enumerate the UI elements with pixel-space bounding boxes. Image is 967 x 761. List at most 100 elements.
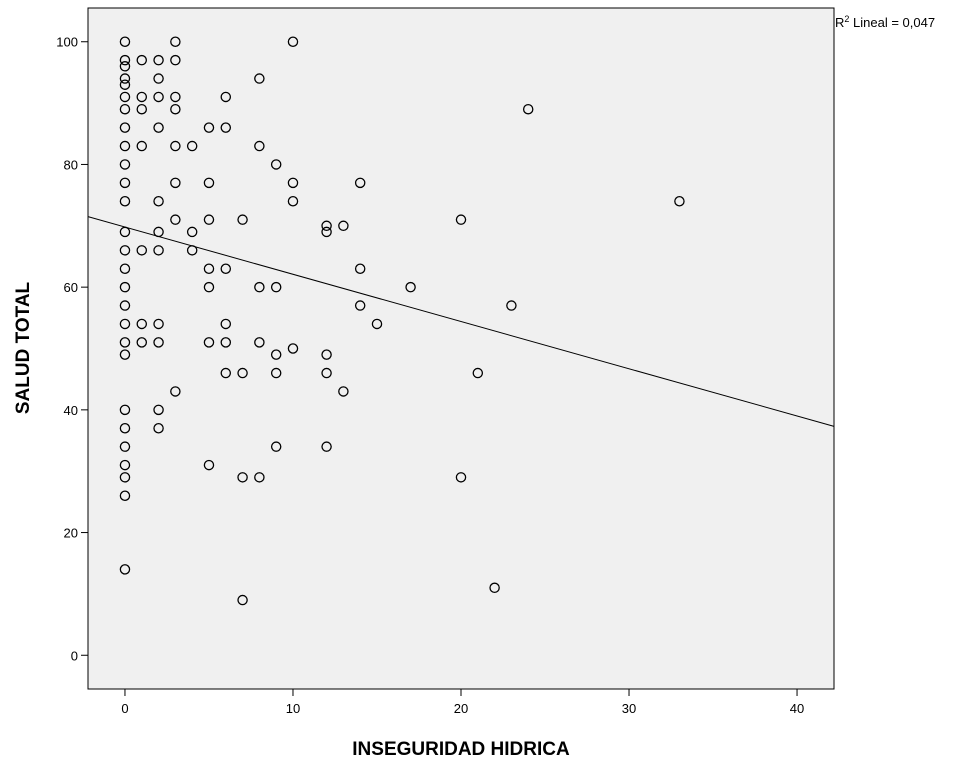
data-point (489, 582, 500, 594)
data-point (153, 91, 164, 103)
data-point (186, 226, 198, 238)
data-point (119, 103, 131, 115)
data-point (287, 36, 299, 47)
data-point (220, 91, 232, 103)
data-point (119, 226, 131, 238)
data-point (354, 177, 366, 189)
data-point (203, 263, 215, 274)
data-point (119, 441, 131, 452)
x-tick-label: 10 (286, 701, 300, 716)
data-point (119, 140, 131, 152)
data-point (270, 349, 282, 360)
data-point (119, 423, 131, 434)
data-point (270, 441, 282, 452)
data-point (119, 122, 131, 133)
data-point (220, 318, 232, 330)
data-point (170, 177, 181, 189)
data-point (153, 423, 164, 434)
data-point (338, 386, 349, 397)
data-point (287, 343, 299, 354)
data-point (354, 300, 366, 311)
data-point (119, 459, 131, 471)
data-point (321, 349, 332, 360)
x-tick-label: 40 (790, 701, 804, 716)
data-point (119, 61, 131, 72)
data-point (220, 263, 232, 274)
data-point (170, 103, 181, 115)
data-point (338, 220, 349, 232)
y-tick-label: 40 (64, 403, 78, 418)
data-point (170, 140, 181, 152)
data-point (119, 318, 131, 330)
x-tick-label: 0 (121, 701, 128, 716)
data-point (203, 459, 215, 471)
data-point (254, 73, 265, 84)
data-point (119, 472, 131, 483)
data-point (674, 196, 685, 207)
x-axis: 0 10 20 30 40 (121, 689, 804, 716)
data-point (119, 564, 131, 575)
r-squared-label: R2 Lineal = 0,047 (835, 14, 935, 30)
data-point (472, 367, 484, 379)
data-point (136, 245, 148, 256)
data-point (321, 226, 332, 238)
data-point (136, 337, 148, 348)
y-axis: 0 20 40 60 80 100 (56, 35, 88, 663)
data-point (136, 318, 148, 330)
data-point (119, 337, 131, 348)
y-axis-title: SALUD TOTAL (13, 281, 34, 414)
data-point (153, 122, 164, 133)
data-point (220, 367, 232, 379)
data-point (270, 159, 282, 170)
data-point (119, 281, 131, 293)
data-point (186, 245, 198, 256)
data-point (119, 91, 131, 103)
y-tick-label: 0 (71, 648, 78, 663)
data-point (254, 281, 265, 293)
data-point (405, 281, 416, 293)
data-point (287, 177, 299, 189)
r-squared-prefix: R (835, 15, 844, 30)
data-point (153, 245, 164, 256)
data-point (153, 226, 164, 238)
data-point (506, 300, 517, 311)
x-tick-label: 30 (622, 701, 636, 716)
data-point (203, 337, 215, 348)
data-point (371, 318, 383, 330)
data-point (119, 245, 131, 256)
data-point (237, 594, 248, 606)
data-point (321, 441, 332, 452)
data-point (522, 103, 534, 115)
data-point (136, 140, 148, 152)
data-point (119, 196, 131, 207)
data-point (170, 36, 181, 47)
data-point (119, 490, 131, 501)
data-point (203, 177, 215, 189)
data-point (203, 122, 215, 133)
data-point (136, 54, 148, 66)
data-point (455, 214, 467, 225)
data-point (119, 36, 131, 47)
y-tick-label: 100 (56, 35, 78, 50)
x-tick-label: 20 (454, 701, 468, 716)
data-point (186, 140, 198, 152)
data-point (220, 337, 232, 348)
data-point (321, 220, 332, 232)
data-point (153, 54, 164, 66)
data-point (119, 349, 131, 360)
data-point (270, 367, 282, 379)
data-point (153, 73, 164, 84)
data-point (455, 472, 467, 483)
data-point (119, 79, 131, 90)
data-point (119, 300, 131, 311)
data-points (119, 36, 685, 606)
y-tick-label: 80 (64, 157, 78, 172)
data-point (254, 140, 265, 152)
data-point (287, 196, 299, 207)
data-point (153, 318, 164, 330)
data-point (170, 91, 181, 103)
data-point (136, 103, 148, 115)
data-point (153, 337, 164, 348)
data-point (170, 54, 181, 66)
